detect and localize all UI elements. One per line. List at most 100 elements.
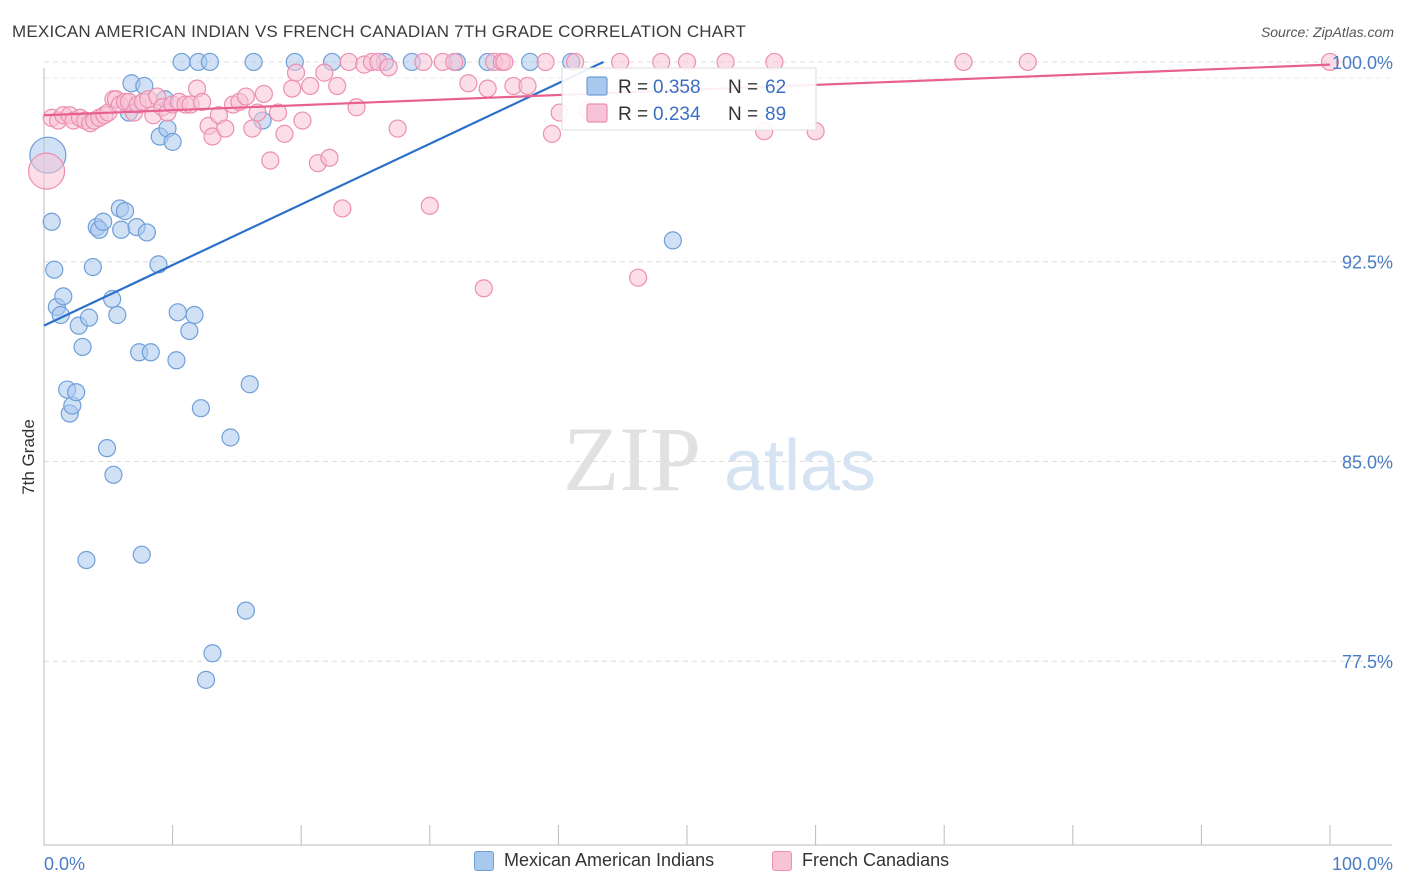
point-french-canadians xyxy=(1320,52,1340,72)
point-french-canadians xyxy=(474,279,493,298)
watermark-zip: ZIP xyxy=(563,408,701,510)
point-french-canadians xyxy=(203,127,222,146)
y-axis-label: 7th Grade xyxy=(19,419,38,495)
point-mexican-american-indians xyxy=(200,52,219,72)
y-tick-label: 85.0% xyxy=(1342,452,1393,472)
point-mexican-american-indians xyxy=(180,321,199,341)
bottom-legend: Mexican American Indians French Canadian… xyxy=(0,850,1406,880)
point-mexican-american-indians xyxy=(83,257,102,277)
point-french-canadians xyxy=(445,52,464,72)
legend-r-label: R = xyxy=(618,104,648,125)
point-french-canadians xyxy=(243,119,262,138)
point-mexican-american-indians xyxy=(54,287,73,306)
data-points xyxy=(27,52,1340,689)
point-french-canadians xyxy=(283,79,302,98)
point-mexican-american-indians xyxy=(115,202,135,221)
point-mexican-american-indians xyxy=(244,52,263,72)
point-french-canadians xyxy=(954,52,973,72)
point-mexican-american-indians xyxy=(663,231,682,250)
grid-lines xyxy=(44,61,1392,662)
legend-n-label: N = xyxy=(728,104,758,125)
point-mexican-american-indians xyxy=(79,308,99,327)
y-tick-labels: 77.5% 85.0% 92.5% 100.0% xyxy=(1332,53,1393,672)
y-tick-label: 77.5% xyxy=(1342,652,1393,672)
point-mexican-american-indians xyxy=(196,670,216,689)
point-mexican-american-indians xyxy=(77,550,96,570)
point-french-canadians xyxy=(268,103,288,122)
legend-n-value: 62 xyxy=(765,77,786,98)
trendline-series-1 xyxy=(43,60,604,327)
point-french-canadians xyxy=(536,52,555,72)
legend-n-label: N = xyxy=(728,77,758,98)
point-mexican-american-indians xyxy=(73,337,92,357)
legend-swatch xyxy=(586,103,608,123)
point-french-canadians xyxy=(193,92,212,112)
point-mexican-american-indians xyxy=(132,545,151,564)
point-french-canadians xyxy=(320,148,339,167)
point-french-canadians xyxy=(1018,52,1037,72)
point-mexican-american-indians xyxy=(167,351,186,370)
point-mexican-american-indians xyxy=(521,52,540,72)
point-french-canadians xyxy=(254,84,274,104)
point-french-canadians xyxy=(315,63,334,82)
legend-swatch xyxy=(586,76,608,96)
point-mexican-american-indians xyxy=(149,255,168,274)
point-mexican-american-indians xyxy=(141,343,160,362)
point-mexican-american-indians xyxy=(236,601,256,620)
x-tick-label: 0.0% xyxy=(44,854,85,874)
legend-label-series-2: French Canadians xyxy=(802,850,950,870)
point-french-canadians xyxy=(518,76,537,96)
point-mexican-american-indians xyxy=(221,428,240,447)
point-french-canadians xyxy=(27,152,66,190)
point-french-canadians xyxy=(347,98,366,117)
point-french-canadians xyxy=(388,119,407,138)
point-french-canadians xyxy=(420,196,439,215)
point-mexican-american-indians xyxy=(191,399,210,418)
point-mexican-american-indians xyxy=(172,52,191,72)
legend-box: R = 0.358 N = 62 R = 0.234 N = 89 xyxy=(561,67,817,131)
x-tick-label: 100.0% xyxy=(1332,854,1393,874)
point-french-canadians xyxy=(301,76,320,96)
point-french-canadians xyxy=(261,151,280,170)
point-french-canadians xyxy=(478,79,497,98)
point-mexican-american-indians xyxy=(45,260,64,279)
point-french-canadians xyxy=(275,124,294,143)
point-mexican-american-indians xyxy=(108,305,127,325)
legend-n-value: 89 xyxy=(765,104,786,125)
point-french-canadians xyxy=(629,268,648,287)
point-french-canadians xyxy=(542,124,562,143)
point-french-canadians xyxy=(339,52,358,72)
legend-r-value: 0.358 xyxy=(653,77,701,98)
point-french-canadians xyxy=(236,87,256,106)
point-mexican-american-indians xyxy=(203,644,222,663)
axes: 7th Grade xyxy=(19,68,1392,846)
point-french-canadians xyxy=(286,63,306,82)
point-french-canadians xyxy=(216,119,235,138)
point-mexican-american-indians xyxy=(185,305,204,325)
point-mexican-american-indians xyxy=(67,383,86,402)
legend-r-label: R = xyxy=(618,77,648,98)
point-mexican-american-indians xyxy=(97,439,117,458)
point-mexican-american-indians xyxy=(163,132,182,151)
chart-title: MEXICAN AMERICAN INDIAN VS FRENCH CANADI… xyxy=(12,22,747,41)
legend-swatch-series-2 xyxy=(772,850,792,871)
legend-item-series-1[interactable]: Mexican American Indians xyxy=(474,850,714,871)
legend-swatch-series-1 xyxy=(474,850,494,871)
point-mexican-american-indians xyxy=(94,212,113,231)
y-tick-label: 100.0% xyxy=(1332,53,1393,73)
watermark: ZIP atlas xyxy=(563,408,876,510)
point-french-canadians xyxy=(495,52,514,72)
point-french-canadians xyxy=(459,74,478,93)
point-french-canadians xyxy=(248,103,267,122)
point-mexican-american-indians xyxy=(240,375,259,394)
chart-source: Source: ZipAtlas.com xyxy=(1260,24,1394,40)
point-mexican-american-indians xyxy=(168,303,187,322)
watermark-atlas: atlas xyxy=(724,426,876,506)
legend-item-series-2[interactable]: French Canadians xyxy=(772,850,949,871)
point-mexican-american-indians xyxy=(137,223,156,242)
x-tick-labels: 0.0% 100.0% xyxy=(44,854,1393,874)
point-french-canadians xyxy=(293,111,312,130)
point-french-canadians xyxy=(379,58,398,77)
point-mexican-american-indians xyxy=(42,212,61,231)
